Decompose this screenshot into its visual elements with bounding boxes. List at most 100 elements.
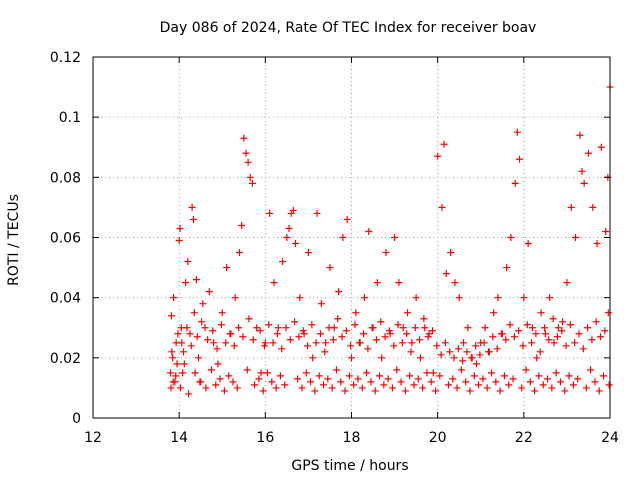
data-point bbox=[223, 264, 231, 272]
y-tick-label: 0 bbox=[72, 411, 81, 427]
x-tick-label: 20 bbox=[429, 430, 447, 446]
data-point bbox=[480, 339, 488, 347]
data-point bbox=[602, 227, 610, 235]
y-tick-label: 0.02 bbox=[50, 351, 81, 367]
data-point bbox=[300, 330, 308, 338]
data-point bbox=[440, 140, 448, 148]
data-point bbox=[276, 372, 284, 380]
data-point bbox=[420, 315, 428, 323]
data-point bbox=[408, 339, 416, 347]
data-point bbox=[414, 375, 422, 383]
data-point bbox=[207, 366, 215, 374]
data-point bbox=[519, 342, 527, 350]
data-point bbox=[447, 249, 455, 257]
data-point bbox=[311, 387, 319, 395]
data-point bbox=[536, 348, 544, 356]
data-point bbox=[467, 354, 475, 362]
data-point bbox=[354, 375, 362, 383]
data-point bbox=[273, 330, 281, 338]
data-point bbox=[345, 372, 353, 380]
data-point bbox=[243, 366, 251, 374]
data-point bbox=[532, 330, 540, 338]
data-point bbox=[485, 348, 493, 356]
data-point bbox=[205, 288, 213, 296]
data-point bbox=[600, 372, 608, 380]
data-point bbox=[291, 318, 299, 326]
data-point bbox=[253, 324, 261, 332]
data-point bbox=[315, 372, 323, 380]
data-point bbox=[460, 339, 468, 347]
data-point bbox=[360, 330, 368, 338]
data-point bbox=[513, 128, 521, 136]
data-point bbox=[565, 372, 573, 380]
data-point bbox=[592, 318, 600, 326]
data-point bbox=[580, 179, 588, 187]
data-point bbox=[329, 336, 337, 344]
data-point bbox=[259, 387, 267, 395]
data-point bbox=[506, 321, 514, 329]
data-point bbox=[475, 381, 483, 389]
data-point bbox=[322, 339, 330, 347]
data-point bbox=[601, 327, 609, 335]
data-point bbox=[296, 294, 304, 302]
data-point bbox=[246, 173, 254, 181]
data-point bbox=[182, 279, 190, 287]
data-point bbox=[321, 348, 329, 356]
data-point bbox=[390, 342, 398, 350]
data-point bbox=[545, 336, 553, 344]
data-point bbox=[546, 294, 554, 302]
data-point bbox=[566, 321, 574, 329]
data-point bbox=[537, 309, 545, 317]
data-point bbox=[222, 339, 230, 347]
data-point bbox=[184, 258, 192, 266]
data-point bbox=[332, 366, 340, 374]
data-point bbox=[178, 339, 186, 347]
data-point bbox=[176, 384, 184, 392]
y-axis-ticks: 0 0.02 0.04 0.06 0.08 0.1 0.12 bbox=[50, 50, 610, 427]
data-point bbox=[588, 336, 596, 344]
data-point bbox=[533, 354, 541, 362]
data-point bbox=[338, 333, 346, 341]
data-point bbox=[416, 354, 424, 362]
data-point bbox=[245, 315, 253, 323]
data-point bbox=[350, 381, 358, 389]
data-point bbox=[604, 309, 612, 317]
data-point bbox=[202, 384, 210, 392]
data-point bbox=[193, 333, 201, 341]
data-point bbox=[352, 309, 360, 317]
data-point bbox=[309, 354, 317, 362]
data-point bbox=[385, 327, 393, 335]
data-point bbox=[476, 351, 484, 359]
data-point bbox=[216, 375, 224, 383]
data-point bbox=[302, 369, 310, 377]
data-point bbox=[257, 369, 265, 377]
x-tick-label: 22 bbox=[515, 430, 533, 446]
data-point bbox=[283, 234, 291, 241]
data-point bbox=[229, 378, 237, 386]
data-point bbox=[334, 315, 342, 323]
x-axis-label: GPS time / hours bbox=[291, 458, 408, 474]
data-point bbox=[516, 155, 524, 163]
data-point bbox=[214, 360, 222, 368]
data-point bbox=[373, 279, 381, 287]
data-point bbox=[548, 384, 556, 392]
data-point bbox=[382, 249, 390, 257]
data-point bbox=[388, 384, 396, 392]
data-point bbox=[556, 378, 564, 386]
x-tick-label: 14 bbox=[170, 430, 188, 446]
data-point bbox=[520, 294, 528, 302]
data-point bbox=[191, 369, 199, 377]
data-point bbox=[226, 330, 234, 338]
data-point bbox=[348, 354, 355, 362]
data-point bbox=[541, 330, 549, 338]
data-point bbox=[406, 372, 414, 380]
data-point bbox=[438, 203, 446, 211]
grid-lines bbox=[93, 57, 610, 418]
data-point bbox=[526, 378, 534, 386]
data-point bbox=[492, 378, 500, 386]
data-point bbox=[497, 330, 505, 338]
data-point bbox=[167, 312, 175, 320]
y-tick-label: 0.1 bbox=[59, 110, 81, 126]
data-point bbox=[587, 366, 595, 374]
data-point bbox=[360, 294, 368, 302]
